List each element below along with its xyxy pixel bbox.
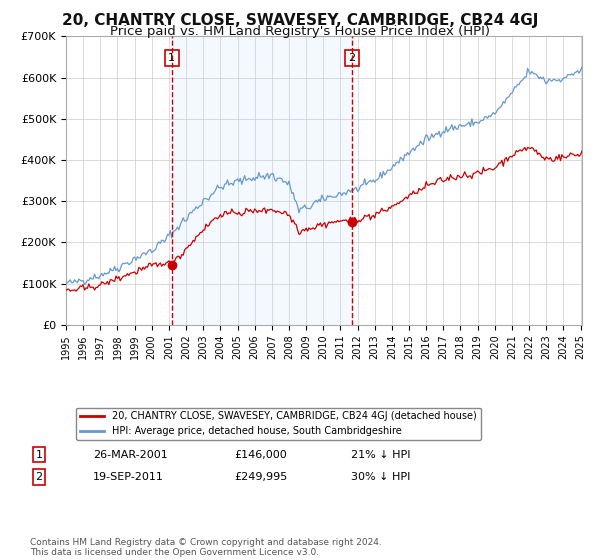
Text: 1: 1 xyxy=(168,53,175,63)
Text: 2: 2 xyxy=(35,472,43,482)
Text: £249,995: £249,995 xyxy=(234,472,287,482)
Text: 1: 1 xyxy=(35,450,43,460)
Text: 20, CHANTRY CLOSE, SWAVESEY, CAMBRIDGE, CB24 4GJ: 20, CHANTRY CLOSE, SWAVESEY, CAMBRIDGE, … xyxy=(62,13,538,28)
Legend: 20, CHANTRY CLOSE, SWAVESEY, CAMBRIDGE, CB24 4GJ (detached house), HPI: Average : 20, CHANTRY CLOSE, SWAVESEY, CAMBRIDGE, … xyxy=(76,408,481,440)
Text: 2: 2 xyxy=(348,53,355,63)
Text: £146,000: £146,000 xyxy=(234,450,287,460)
Text: 26-MAR-2001: 26-MAR-2001 xyxy=(93,450,168,460)
Text: 21% ↓ HPI: 21% ↓ HPI xyxy=(351,450,410,460)
Text: 19-SEP-2011: 19-SEP-2011 xyxy=(93,472,164,482)
Text: 30% ↓ HPI: 30% ↓ HPI xyxy=(351,472,410,482)
Bar xyxy=(172,36,352,325)
Text: Contains HM Land Registry data © Crown copyright and database right 2024.
This d: Contains HM Land Registry data © Crown c… xyxy=(30,538,382,557)
Text: Price paid vs. HM Land Registry's House Price Index (HPI): Price paid vs. HM Land Registry's House … xyxy=(110,25,490,38)
